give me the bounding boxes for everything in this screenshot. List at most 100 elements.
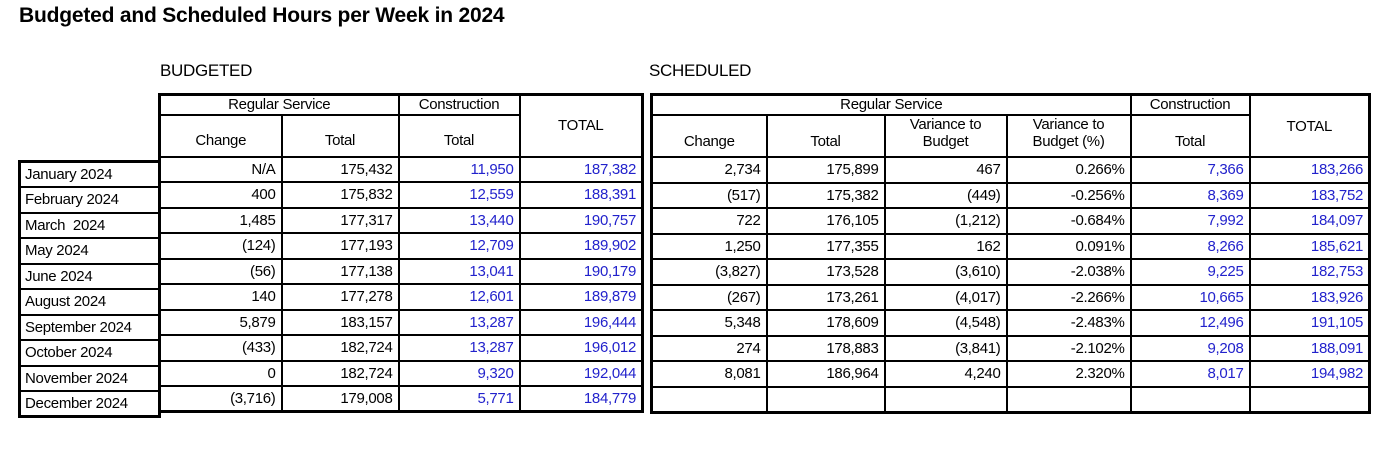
scheduled-row: (517) 175,382 (449) -0.256% 8,369 183,752 [650,181,1371,209]
budgeted-value-cell: 183,157 [280,308,400,336]
scheduled-value-cell: 185,621 [1248,232,1371,260]
budgeted-value-cell: 196,444 [518,308,644,336]
scheduled-table-header: Regular Service Construction TOTAL Chang… [650,93,1371,158]
scheduled-value-cell: 184,097 [1248,207,1371,235]
budgeted-row: (3,716) 179,008 5,771 184,779 [158,385,644,413]
month-row: October 2024 [18,339,161,367]
budgeted-table: Regular Service Construction TOTAL Chang… [158,93,644,413]
scheduled-value-cell: 5,348 [650,309,768,337]
month-cell: October 2024 [18,339,161,367]
budgeted-change-header: Change [158,113,283,158]
month-cell: September 2024 [18,313,161,341]
month-cell: June 2024 [18,262,161,290]
budgeted-value-cell: 188,391 [518,181,644,209]
scheduled-row: 5,348 178,609 (4,548) -2.483% 12,496 191,105 [650,309,1371,337]
scheduled-value-cell: 183,266 [1248,156,1371,184]
budgeted-value-cell: 177,317 [280,206,400,234]
scheduled-value-cell: (4,548) [883,309,1008,337]
scheduled-value-cell: 722 [650,207,768,235]
month-row: March 2024 [18,211,161,239]
scheduled-value-cell: 0.266% [1005,156,1132,184]
scheduled-value-cell: 9,225 [1129,258,1251,286]
scheduled-row: 1,250 177,355 162 0.091% 8,266 185,621 [650,232,1371,260]
month-row: May 2024 [18,237,161,265]
budgeted-value-cell: 177,193 [280,232,400,260]
scheduled-row [650,385,1371,413]
month-column-table: January 2024 February 2024 March 2024 May 2… [18,160,161,418]
scheduled-value-cell: (1,212) [883,207,1008,235]
scheduled-value-cell: 8,081 [650,360,768,388]
month-row: November 2024 [18,364,161,392]
scheduled-row: 8,081 186,964 4,240 2.320% 8,017 194,982 [650,360,1371,388]
scheduled-row: 722 176,105 (1,212) -0.684% 7,992 184,097 [650,207,1371,235]
scheduled-value-cell [765,385,886,413]
scheduled-value-cell: (4,017) [883,283,1008,311]
budgeted-value-cell: 184,779 [518,385,644,413]
budgeted-value-cell: 182,724 [280,334,400,362]
scheduled-value-cell: 182,753 [1248,258,1371,286]
budgeted-value-cell: 189,902 [518,232,644,260]
scheduled-regular-service-header: Regular Service [650,93,1132,116]
budgeted-value-cell: 13,440 [397,206,521,234]
budgeted-row: 0 182,724 9,320 192,044 [158,359,644,387]
scheduled-value-cell: -0.684% [1005,207,1132,235]
scheduled-value-cell: 4,240 [883,360,1008,388]
scheduled-value-cell: 2,734 [650,156,768,184]
budgeted-value-cell: 190,179 [518,257,644,285]
budgeted-row: N/A 175,432 11,950 187,382 [158,155,644,183]
scheduled-value-cell: 177,355 [765,232,886,260]
month-row: September 2024 [18,313,161,341]
scheduled-value-cell: 176,105 [765,207,886,235]
scheduled-value-cell: 178,609 [765,309,886,337]
budgeted-value-cell: 11,950 [397,155,521,183]
scheduled-row: (3,827) 173,528 (3,610) -2.038% 9,225 182,753 [650,258,1371,286]
scheduled-value-cell: 191,105 [1248,309,1371,337]
budgeted-construction-total-header: Total [397,113,521,158]
scheduled-value-cell: -0.256% [1005,181,1132,209]
budgeted-value-cell: 13,287 [397,308,521,336]
scheduled-value-cell: 178,883 [765,334,886,362]
month-row: June 2024 [18,262,161,290]
scheduled-value-cell: 9,208 [1129,334,1251,362]
scheduled-value-cell: (3,610) [883,258,1008,286]
month-row: January 2024 [18,160,161,188]
scheduled-value-cell: 175,899 [765,156,886,184]
budgeted-row: 140 177,278 12,601 189,879 [158,283,644,311]
scheduled-value-cell: 7,366 [1129,156,1251,184]
scheduled-value-cell: 274 [650,334,768,362]
scheduled-value-cell: 173,261 [765,283,886,311]
scheduled-value-cell: 0.091% [1005,232,1132,260]
scheduled-value-cell: 173,528 [765,258,886,286]
scheduled-regular-total-header: Total [765,113,886,158]
budgeted-value-cell: (56) [158,257,283,285]
month-cell: March 2024 [18,211,161,239]
budgeted-value-cell: 13,041 [397,257,521,285]
scheduled-value-cell [1005,385,1132,413]
scheduled-construction-total-header: Total [1129,113,1251,158]
budgeted-value-cell: 1,485 [158,206,283,234]
scheduled-value-cell: (517) [650,181,768,209]
budgeted-value-cell: 175,432 [280,155,400,183]
budgeted-section-label: BUDGETED [160,61,253,80]
budgeted-value-cell: (3,716) [158,385,283,413]
budgeted-row: 5,879 183,157 13,287 196,444 [158,308,644,336]
budgeted-value-cell: N/A [158,155,283,183]
budgeted-value-cell: 12,709 [397,232,521,260]
month-cell: May 2024 [18,237,161,265]
budgeted-value-cell: 182,724 [280,359,400,387]
month-row: December 2024 [18,390,161,418]
scheduled-value-cell: 7,992 [1129,207,1251,235]
budgeted-value-cell: 177,138 [280,257,400,285]
budgeted-value-cell: 12,601 [397,283,521,311]
budgeted-value-cell: 9,320 [397,359,521,387]
scheduled-value-cell: 183,752 [1248,181,1371,209]
budgeted-value-cell: 192,044 [518,359,644,387]
month-cell: December 2024 [18,390,161,418]
budgeted-value-cell: 140 [158,283,283,311]
budgeted-value-cell: 187,382 [518,155,644,183]
budgeted-table-body: N/A 175,432 11,950 187,382 400 175,832 12,559 1… [158,155,644,413]
scheduled-value-cell: 467 [883,156,1008,184]
budgeted-value-cell: 5,879 [158,308,283,336]
budgeted-value-cell: 5,771 [397,385,521,413]
scheduled-value-cell: 162 [883,232,1008,260]
